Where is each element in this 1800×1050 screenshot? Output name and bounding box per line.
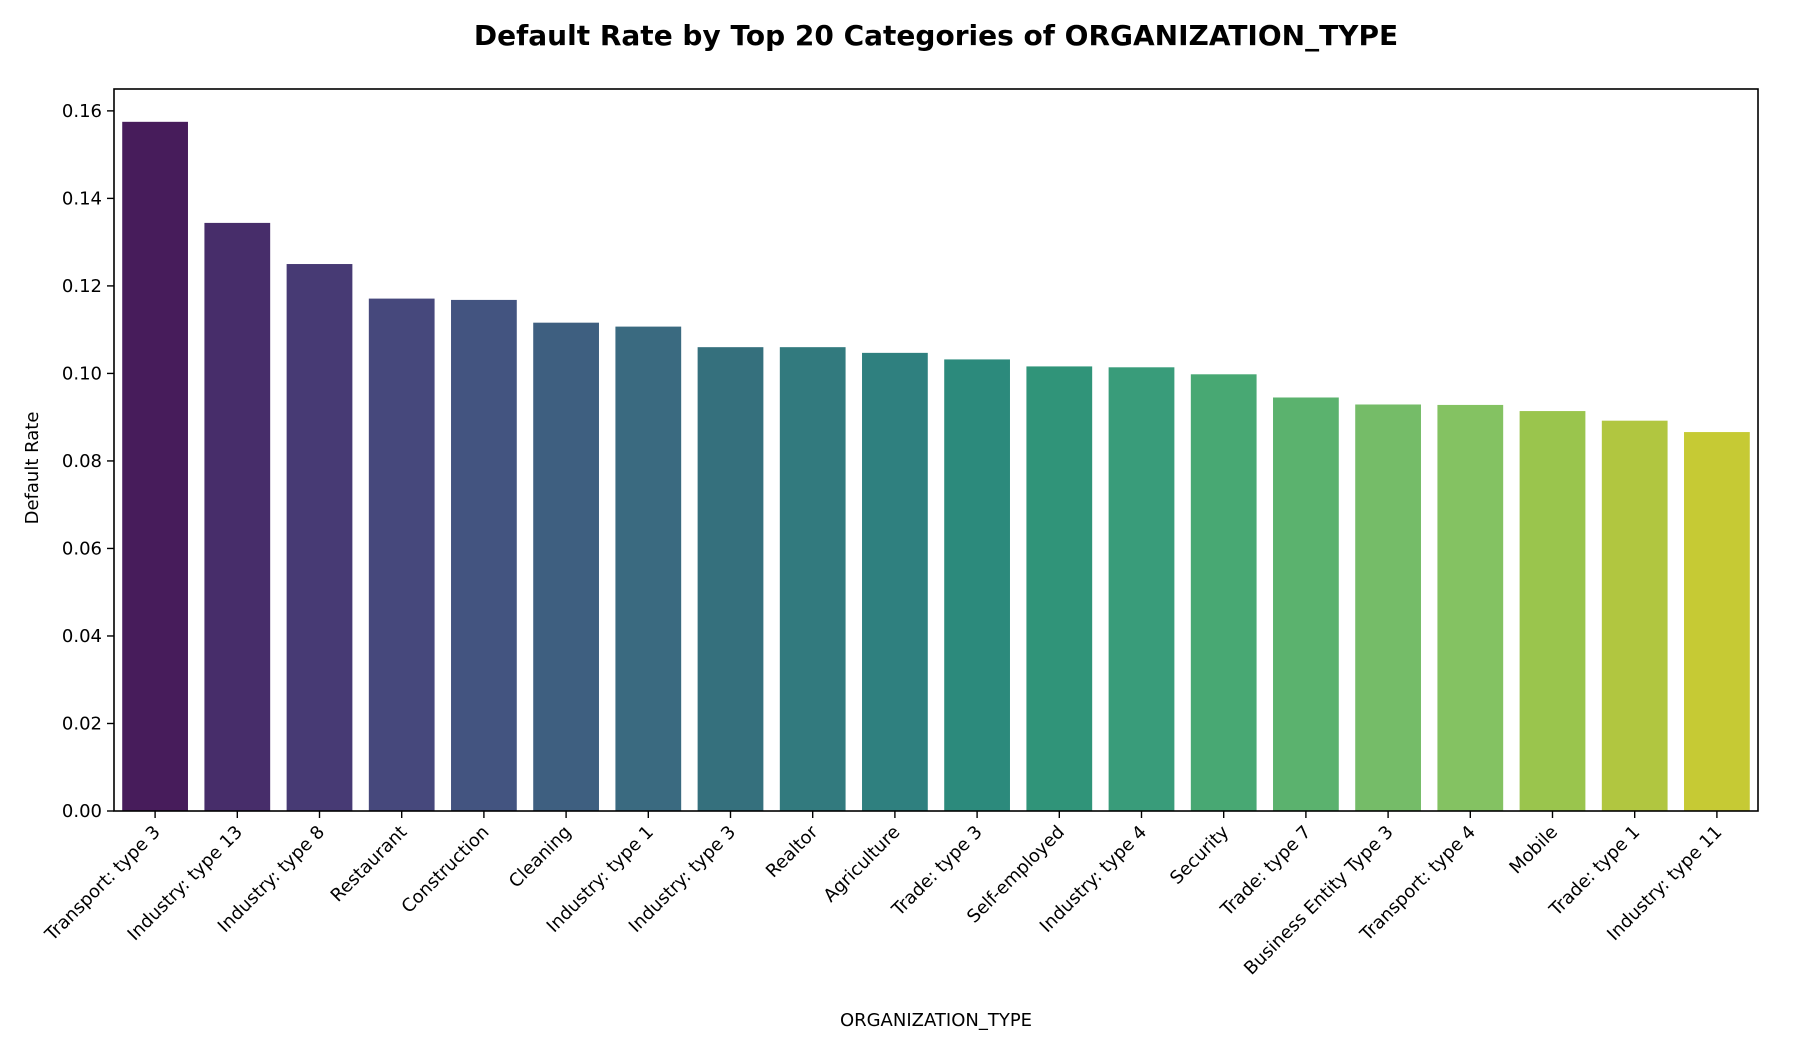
bar (204, 222, 271, 811)
x-tick-label: Security (1166, 821, 1233, 888)
y-tick-label: 0.00 (62, 801, 102, 822)
bars-group (122, 121, 1750, 812)
bar (1108, 367, 1175, 811)
y-tick-label: 0.10 (62, 363, 102, 384)
y-axis: 0.00 0.02 0.04 0.06 0.08 0.10 0.12 0.14 0.16 (62, 101, 114, 822)
bar (122, 121, 188, 811)
x-tick-label: Agriculture (820, 822, 905, 907)
bar (1273, 397, 1339, 811)
y-tick-label: 0.12 (62, 276, 102, 297)
bar (1684, 432, 1750, 811)
x-tick-label: Mobile (1505, 822, 1562, 879)
x-tick-label: Construction (398, 822, 494, 918)
bar (1519, 411, 1586, 811)
y-tick-label: 0.04 (62, 626, 102, 647)
x-tick-label: Business Entity Type 3 (1240, 822, 1398, 980)
bar (944, 359, 1010, 811)
x-tick-label: Cleaning (505, 822, 576, 893)
bar (1190, 374, 1257, 811)
x-tick-label: Realtor (762, 821, 823, 882)
y-tick-label: 0.16 (62, 101, 102, 122)
bar (368, 298, 435, 812)
x-tick-label: Restaurant (327, 822, 412, 907)
bar (862, 352, 928, 811)
bar (533, 322, 599, 811)
bar (615, 326, 682, 811)
y-tick-label: 0.14 (62, 188, 102, 209)
y-axis-label: Default Rate (22, 412, 43, 525)
bar (779, 347, 846, 811)
y-tick-label: 0.08 (62, 451, 102, 472)
chart-title: Default Rate by Top 20 Categories of ORG… (474, 19, 1398, 52)
bar (1355, 404, 1421, 811)
bar (1026, 366, 1093, 811)
bar (451, 299, 517, 811)
bar (1437, 404, 1504, 811)
x-axis-label: ORGANIZATION_TYPE (840, 1010, 1032, 1031)
bar (286, 264, 353, 811)
y-tick-label: 0.06 (62, 538, 102, 559)
plot-frame (113, 88, 1759, 812)
y-tick-label: 0.02 (62, 713, 102, 734)
bar (697, 347, 764, 811)
bar (1601, 420, 1668, 811)
